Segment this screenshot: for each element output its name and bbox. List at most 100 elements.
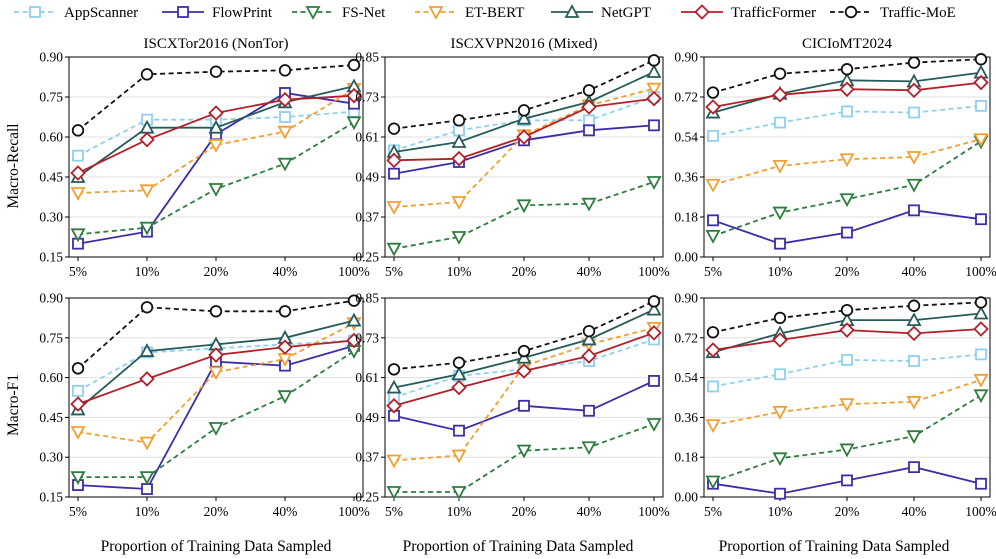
data-point bbox=[139, 131, 155, 148]
series bbox=[705, 321, 989, 358]
data-point bbox=[908, 461, 920, 474]
data-point bbox=[139, 343, 155, 357]
data-point bbox=[347, 58, 361, 72]
data-point bbox=[647, 295, 661, 308]
data-point bbox=[582, 324, 596, 338]
data-point bbox=[386, 242, 402, 257]
data-point bbox=[451, 231, 467, 245]
x-tick-label: 20% bbox=[512, 264, 537, 279]
data-point bbox=[70, 187, 86, 201]
x-tick-label: 10% bbox=[135, 264, 160, 279]
series-line bbox=[393, 327, 655, 462]
x-tick-label: 5% bbox=[69, 504, 87, 519]
data-point bbox=[840, 63, 854, 76]
data-point bbox=[346, 116, 362, 131]
data-point bbox=[841, 226, 853, 239]
data-point bbox=[906, 430, 922, 445]
data-point bbox=[975, 99, 987, 112]
chart-panel: 0.15 0.30 0.45 0.60 0.75 0.90 5% 10% 20% 40% 100% I… bbox=[39, 36, 369, 279]
data-point bbox=[581, 197, 597, 212]
y-tick-label: 0.45 bbox=[39, 410, 63, 425]
data-point bbox=[706, 86, 720, 99]
x-tick-label: 100% bbox=[338, 264, 370, 279]
data-point bbox=[516, 129, 532, 145]
y-tick-label: 0.60 bbox=[39, 130, 63, 145]
series-line bbox=[394, 423, 655, 493]
data-point bbox=[346, 87, 362, 104]
series bbox=[706, 296, 988, 339]
x-tick-label: 40% bbox=[902, 504, 927, 519]
plot-frame bbox=[384, 56, 664, 258]
y-tick-label: 0.85 bbox=[355, 291, 379, 306]
y-tick-label: 0.00 bbox=[674, 250, 698, 265]
data-point bbox=[347, 294, 361, 307]
square-icon bbox=[29, 6, 41, 18]
data-point bbox=[208, 347, 224, 363]
triangle-down-icon bbox=[305, 6, 321, 20]
series bbox=[386, 301, 662, 394]
data-point bbox=[773, 311, 787, 325]
series bbox=[71, 58, 361, 137]
series bbox=[705, 389, 989, 490]
data-point bbox=[208, 422, 224, 436]
x-tick-label: 20% bbox=[204, 504, 229, 519]
data-point bbox=[452, 356, 466, 369]
y-tick-label: 0.54 bbox=[674, 130, 698, 145]
data-point bbox=[908, 106, 920, 119]
data-point bbox=[705, 229, 721, 244]
x-tick-label: 10% bbox=[768, 264, 793, 279]
data-point bbox=[208, 119, 224, 134]
series bbox=[707, 348, 987, 393]
legend-item: Traffic-MoE bbox=[830, 5, 956, 21]
y-tick-label: 0.25 bbox=[355, 490, 379, 505]
x-axis-label: Proportion of Training Data Sampled bbox=[101, 538, 332, 555]
data-point bbox=[839, 443, 855, 458]
y-tick-label: 0.18 bbox=[674, 210, 698, 225]
y-tick-label: 0.75 bbox=[39, 90, 63, 105]
data-point bbox=[453, 124, 465, 137]
data-point bbox=[208, 105, 224, 121]
legend-label: TrafficFormer bbox=[731, 5, 816, 21]
series bbox=[70, 317, 362, 451]
legend-item: FlowPrint bbox=[162, 5, 273, 21]
data-point bbox=[907, 56, 921, 69]
x-tick-label: 5% bbox=[704, 264, 722, 279]
data-point bbox=[451, 366, 467, 381]
x-tick-label: 40% bbox=[273, 264, 298, 279]
series-line bbox=[77, 299, 355, 369]
series bbox=[387, 295, 661, 376]
panel-title: ISCXVPN2016 (Mixed) bbox=[450, 36, 597, 52]
data-point bbox=[141, 483, 153, 495]
data-point bbox=[773, 67, 787, 80]
data-point bbox=[774, 368, 786, 381]
series-line bbox=[77, 88, 355, 194]
data-point bbox=[840, 303, 854, 317]
x-tick-label: 40% bbox=[577, 504, 602, 519]
data-point bbox=[451, 449, 467, 464]
data-point bbox=[774, 116, 786, 129]
data-point bbox=[648, 375, 660, 387]
data-point bbox=[516, 199, 532, 214]
data-point bbox=[906, 325, 922, 342]
data-point bbox=[209, 305, 223, 318]
data-point bbox=[974, 53, 988, 66]
data-point bbox=[70, 396, 86, 412]
y-tick-label: 0.75 bbox=[39, 330, 63, 345]
data-point bbox=[388, 167, 400, 180]
data-point bbox=[277, 125, 293, 140]
y-tick-label: 0.37 bbox=[355, 210, 379, 225]
data-point bbox=[705, 342, 721, 358]
series-line bbox=[393, 338, 655, 399]
x-tick-label: 100% bbox=[338, 504, 370, 519]
x-tick-label: 20% bbox=[512, 504, 537, 519]
series bbox=[387, 54, 661, 135]
series bbox=[70, 332, 362, 412]
y-tick-label: 0.90 bbox=[674, 50, 698, 65]
data-point bbox=[973, 389, 989, 404]
legend-label: AppScanner bbox=[64, 5, 138, 21]
data-point bbox=[278, 305, 292, 318]
data-point bbox=[973, 305, 989, 320]
data-point bbox=[139, 471, 155, 485]
data-point bbox=[973, 74, 989, 91]
data-point bbox=[707, 214, 719, 227]
